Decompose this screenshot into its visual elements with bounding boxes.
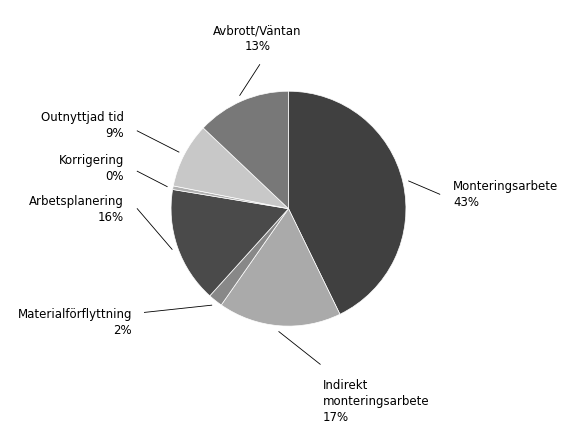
Wedge shape bbox=[203, 92, 288, 209]
Wedge shape bbox=[173, 128, 288, 209]
Wedge shape bbox=[288, 92, 406, 315]
Wedge shape bbox=[210, 209, 288, 305]
Wedge shape bbox=[221, 209, 340, 326]
Text: Arbetsplanering
16%: Arbetsplanering 16% bbox=[29, 195, 124, 224]
Text: Korrigering
0%: Korrigering 0% bbox=[59, 154, 124, 183]
Text: Materialförflyttning
2%: Materialförflyttning 2% bbox=[17, 307, 132, 336]
Wedge shape bbox=[171, 190, 288, 296]
Wedge shape bbox=[173, 187, 288, 209]
Text: Monteringsarbete
43%: Monteringsarbete 43% bbox=[453, 179, 558, 208]
Text: Outnyttjad tid
9%: Outnyttjad tid 9% bbox=[41, 110, 124, 139]
Text: Indirekt
monteringsarbete
17%: Indirekt monteringsarbete 17% bbox=[323, 378, 430, 423]
Text: Avbrott/Väntan
13%: Avbrott/Väntan 13% bbox=[213, 24, 301, 53]
